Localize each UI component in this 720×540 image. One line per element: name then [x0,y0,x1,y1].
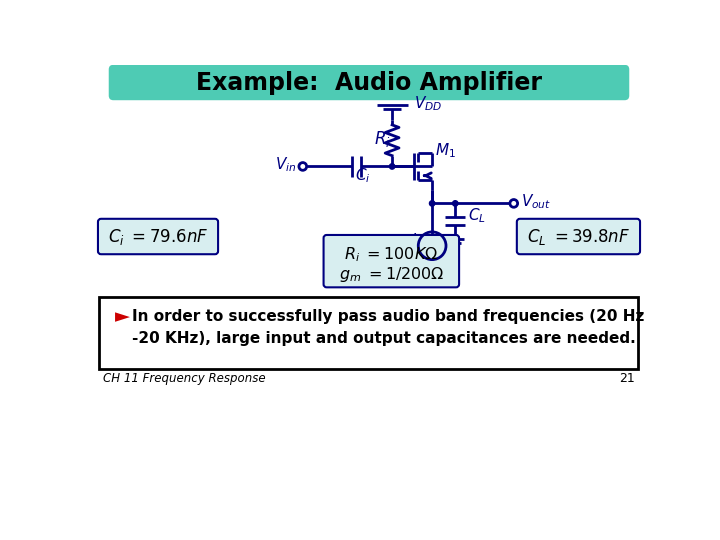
Text: $C_L\ =39.8nF$: $C_L\ =39.8nF$ [527,226,630,246]
Text: $V_{in}$: $V_{in}$ [275,156,297,174]
FancyBboxPatch shape [98,219,218,254]
Text: $C_L$: $C_L$ [467,206,485,225]
Text: $V_{DD}$: $V_{DD}$ [414,94,442,113]
Circle shape [429,201,435,206]
Text: $M_1$: $M_1$ [435,141,456,160]
Text: $R_i$: $R_i$ [374,130,391,150]
Circle shape [390,164,395,169]
FancyBboxPatch shape [517,219,640,254]
Text: $g_m\ =1/200\Omega$: $g_m\ =1/200\Omega$ [338,265,444,284]
Text: $R_i\ =100K\Omega$: $R_i\ =100K\Omega$ [344,245,438,264]
FancyBboxPatch shape [323,235,459,287]
Text: ►: ► [115,307,130,326]
Text: Example:  Audio Amplifier: Example: Audio Amplifier [196,71,542,94]
FancyBboxPatch shape [109,65,629,100]
Circle shape [453,201,458,206]
Text: -20 KHz), large input and output capacitances are needed.: -20 KHz), large input and output capacit… [132,330,636,346]
Text: 21: 21 [619,373,634,386]
Text: In order to successfully pass audio band frequencies (20 Hz: In order to successfully pass audio band… [132,309,644,324]
Text: $C_i$: $C_i$ [355,166,371,185]
Text: $V_{out}$: $V_{out}$ [521,192,552,211]
Text: CH 11 Frequency Response: CH 11 Frequency Response [104,373,266,386]
Text: $I_1$: $I_1$ [410,232,423,251]
Text: $C_i\ =79.6nF$: $C_i\ =79.6nF$ [108,226,208,246]
FancyBboxPatch shape [99,296,638,369]
